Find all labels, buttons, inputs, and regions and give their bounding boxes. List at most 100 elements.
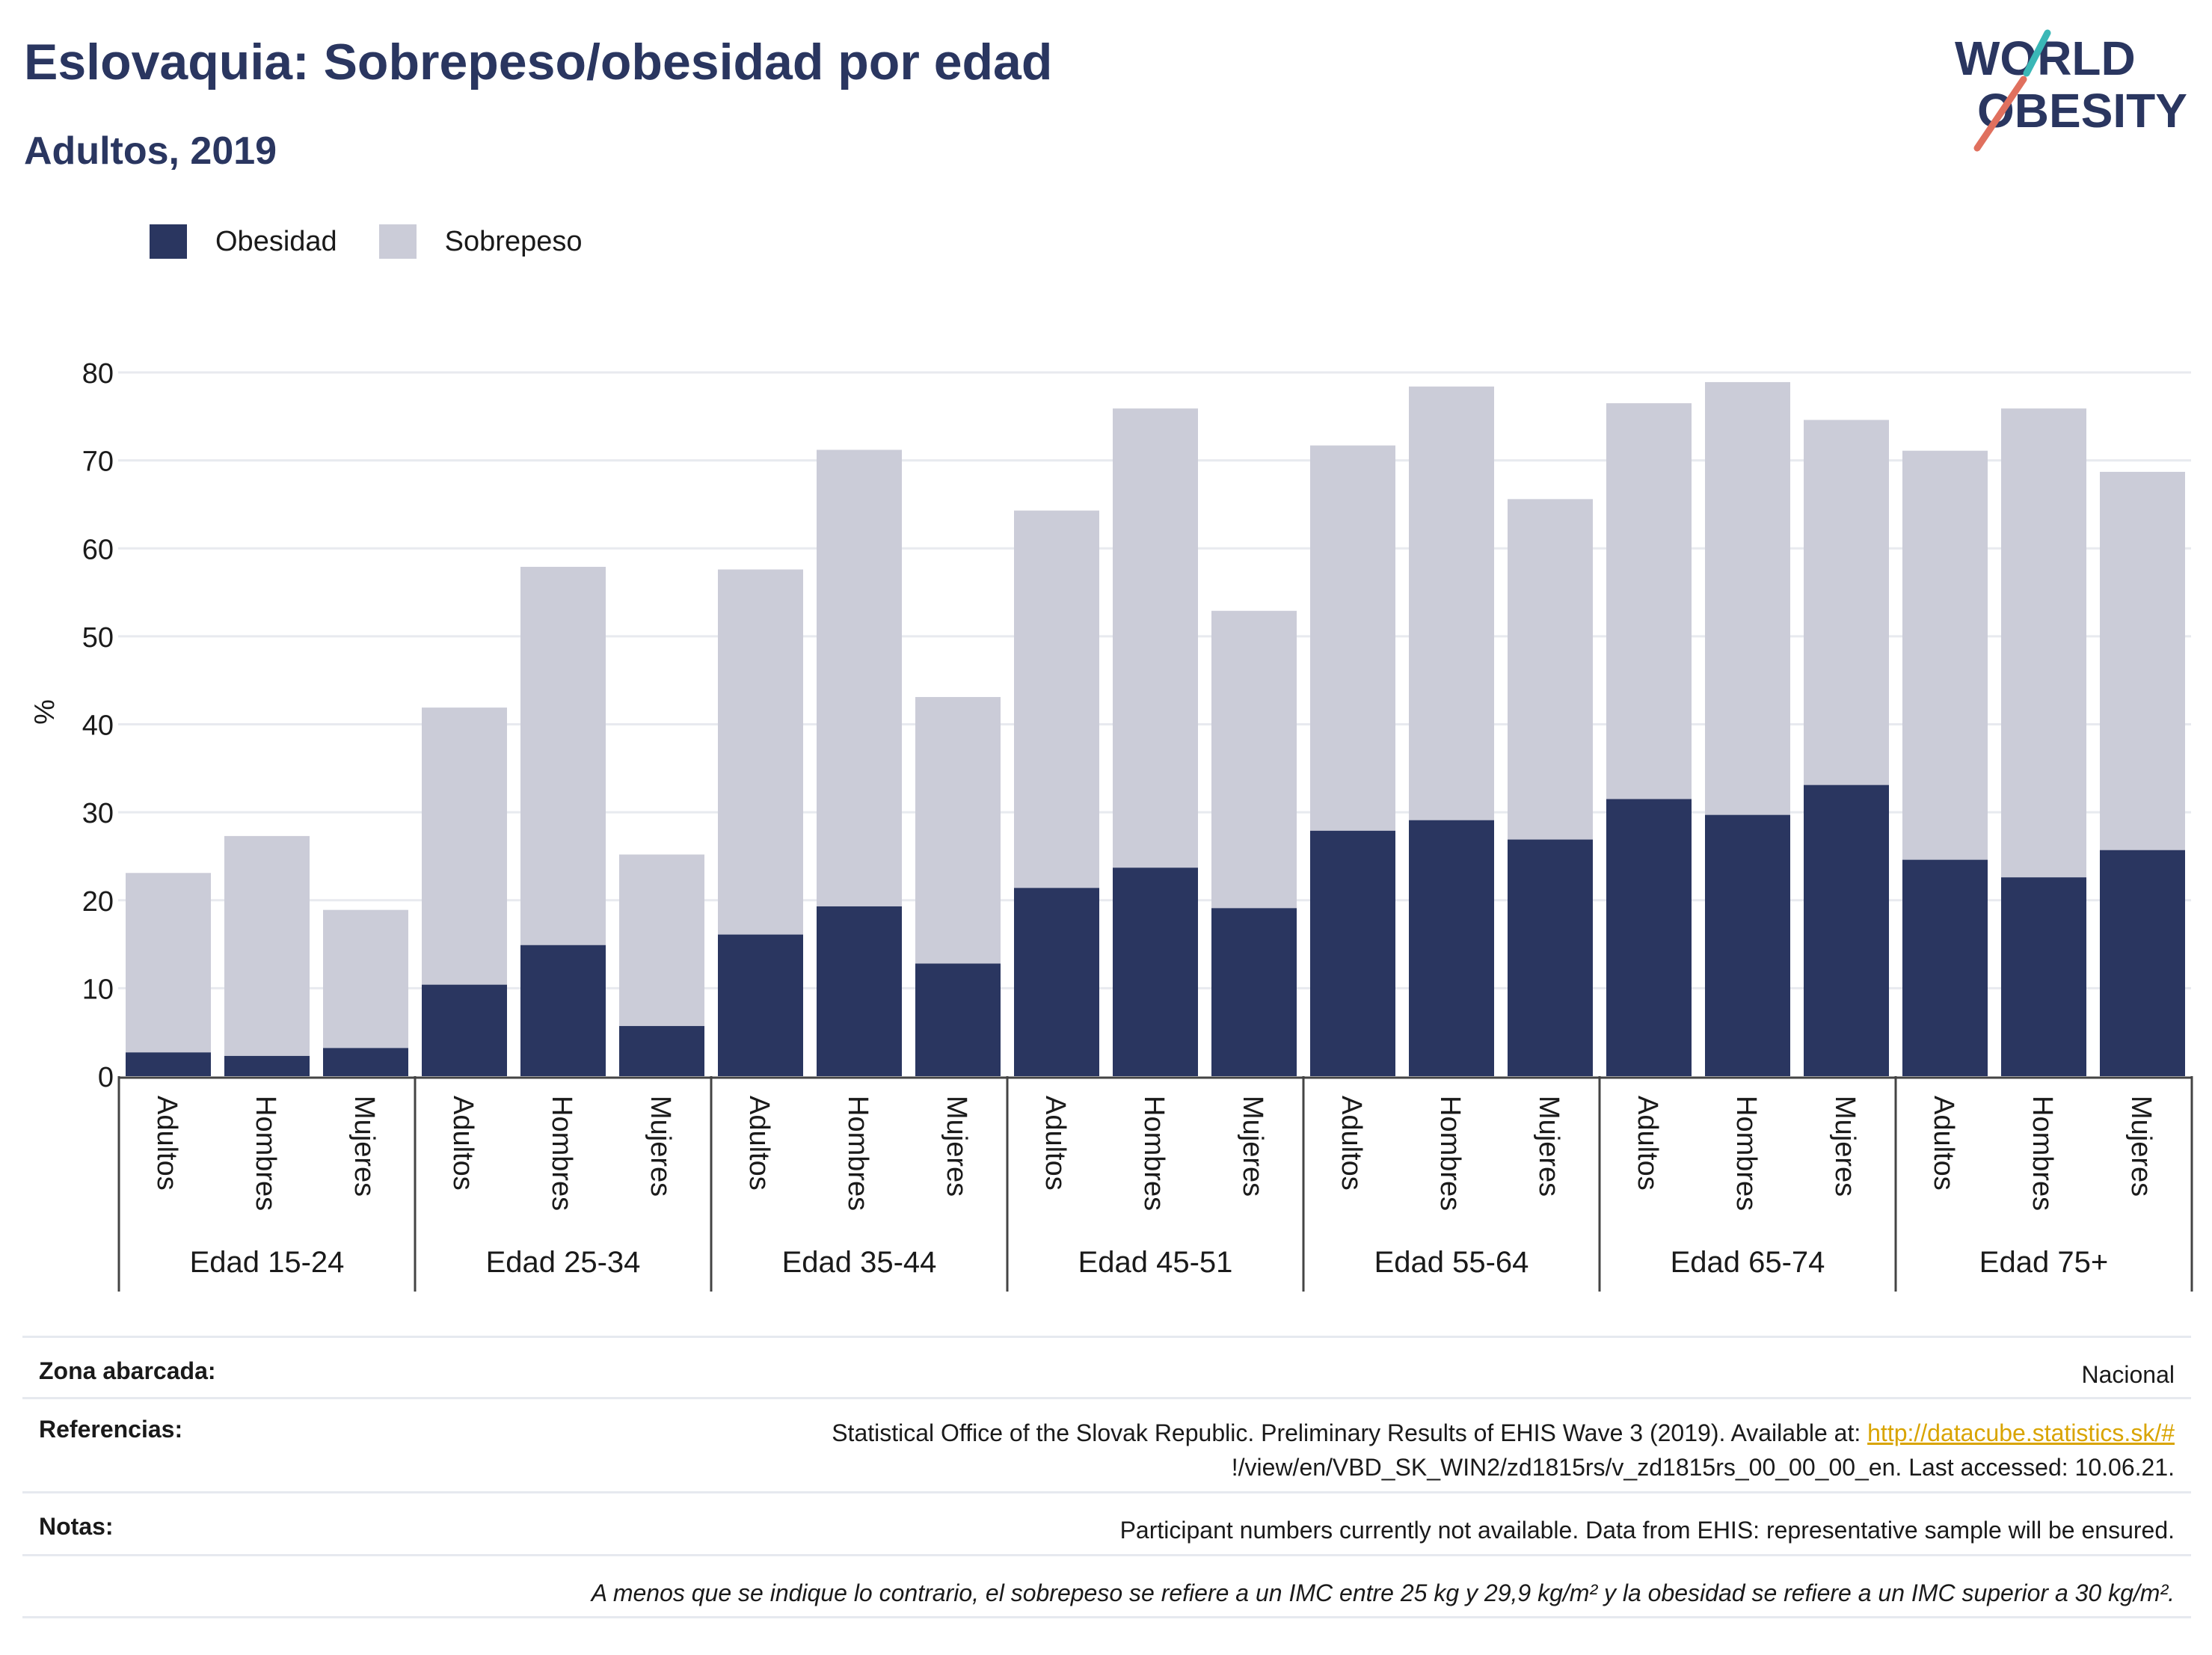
logo-text-obesity: OBESITY [1977, 84, 2187, 138]
x-subcategory-label: Hombres [2027, 1096, 2058, 1211]
axes: 0 10 20 30 40 50 60 70 80 Adultos Hombres Mujeres Ad… [82, 358, 2193, 1292]
bar-sobrepeso [619, 854, 704, 1026]
x-subcategory-label: Mujeres [1533, 1096, 1564, 1197]
legend-label-obesidad: Obesidad [215, 225, 337, 257]
disclaimer-text: A menos que se indique lo contrario, el … [591, 1579, 2175, 1606]
legend-label-sobrepeso: Sobrepeso [444, 225, 583, 257]
x-subcategory-label: Mujeres [348, 1096, 380, 1197]
bar-sobrepeso [224, 835, 310, 1056]
bar-sobrepeso [1211, 610, 1297, 909]
x-subcategory-label: Adultos [1336, 1096, 1367, 1191]
info-table: Zona abarcada: Nacional Referencias: Sta… [22, 1336, 2191, 1618]
zona-label: Zona abarcada: [39, 1357, 216, 1384]
y-tick-label: 50 [82, 622, 114, 654]
y-tick-label: 40 [82, 710, 114, 742]
y-tick-label: 60 [82, 534, 114, 565]
chart-legend: Obesidad Sobrepeso [150, 223, 624, 260]
chart-title: Eslovaquia: Sobrepeso/obesidad por edad [24, 34, 1053, 90]
x-group-label: Edad 35-44 [782, 1246, 937, 1279]
y-axis-label: % [29, 699, 61, 725]
bar-sobrepeso [1804, 420, 1889, 785]
world-obesity-logo: WORLD OBESITY [1955, 29, 2187, 152]
bar-obesidad [2100, 850, 2185, 1076]
bar-obesidad [915, 963, 1001, 1076]
referencias-link[interactable]: http://datacube.statistics.sk/# [1867, 1419, 2175, 1446]
stacked-bar-chart: 0 10 20 30 40 50 60 70 80 Adultos Hombres Mujeres Ad… [29, 358, 2193, 1292]
notas-value: Participant numbers currently not availa… [1119, 1517, 2175, 1544]
x-subcategory-label: Adultos [1039, 1096, 1071, 1191]
y-tick-label: 80 [82, 358, 114, 390]
bar-obesidad [1705, 814, 1790, 1076]
y-tick-label: 30 [82, 798, 114, 829]
bar-sobrepeso [1508, 499, 1593, 840]
y-tick-label: 20 [82, 886, 114, 918]
legend-swatch-sobrepeso [378, 224, 417, 259]
referencias-text-cont: !/view/en/VBD_SK_WIN2/zd1815rs/v_zd1815r… [1231, 1454, 2175, 1481]
x-subcategory-label: Hombres [1730, 1096, 1762, 1211]
bar-obesidad [1804, 784, 1889, 1076]
x-subcategory-label: Mujeres [1237, 1096, 1268, 1197]
bar-obesidad [323, 1048, 408, 1076]
x-subcategory-label: Adultos [743, 1096, 775, 1191]
x-subcategory-label: Hombres [842, 1096, 873, 1211]
x-subcategory-label: Hombres [1138, 1096, 1170, 1211]
x-group-label: Edad 15-24 [190, 1246, 345, 1279]
zona-value: Nacional [2081, 1361, 2175, 1388]
bar-obesidad [1014, 888, 1099, 1076]
info-row-disclaimer: A menos que se indique lo contrario, el … [22, 1554, 2191, 1618]
bar-sobrepeso [323, 909, 408, 1048]
x-subcategory-label: Hombres [250, 1096, 281, 1211]
bar-sobrepeso [126, 873, 211, 1053]
bar-obesidad [619, 1025, 704, 1076]
referencias-label: Referencias: [39, 1416, 183, 1443]
x-subcategory-label: Adultos [447, 1096, 479, 1191]
x-subcategory-label: Hombres [1434, 1096, 1466, 1211]
bar-sobrepeso [1014, 510, 1099, 888]
notas-label: Notas: [39, 1513, 114, 1540]
referencias-value: Statistical Office of the Slovak Republi… [832, 1416, 2175, 1491]
bar-obesidad [1606, 799, 1692, 1076]
bar-obesidad [422, 984, 507, 1076]
bar-obesidad [2001, 877, 2086, 1076]
bar-obesidad [520, 945, 606, 1076]
bar-sobrepeso [1113, 408, 1198, 868]
bar-sobrepeso [422, 707, 507, 985]
bar-sobrepeso [718, 569, 803, 935]
bar-obesidad [1211, 908, 1297, 1076]
bar-sobrepeso [1606, 403, 1692, 799]
bars [126, 381, 2185, 1076]
bar-sobrepeso [1705, 381, 1790, 815]
bar-obesidad [1310, 830, 1395, 1076]
chart-subtitle: Adultos, 2019 [24, 129, 277, 173]
x-subcategory-label: Adultos [151, 1096, 182, 1191]
x-subcategory-label: Mujeres [645, 1096, 676, 1197]
y-tick-label: 70 [82, 446, 114, 478]
legend-item-obesidad: Obesidad [150, 224, 337, 259]
x-group-label: Edad 55-64 [1374, 1246, 1529, 1279]
bar-sobrepeso [520, 566, 606, 945]
x-group-label: Edad 75+ [1979, 1246, 2108, 1279]
legend-swatch-obesidad [150, 224, 187, 259]
bar-obesidad [817, 906, 902, 1076]
x-subcategory-label: Mujeres [1829, 1096, 1861, 1197]
bar-obesidad [1113, 868, 1198, 1076]
x-subcategory-label: Mujeres [941, 1096, 972, 1197]
bar-sobrepeso [2001, 408, 2086, 878]
legend-item-sobrepeso: Sobrepeso [378, 224, 583, 259]
bar-obesidad [718, 934, 803, 1076]
x-group-label: Edad 25-34 [486, 1246, 641, 1279]
x-subcategory-label: Adultos [1928, 1096, 1959, 1191]
info-row-notas: Notas: Participant numbers currently not… [22, 1491, 2191, 1554]
bar-obesidad [224, 1055, 310, 1076]
y-tick-label: 0 [98, 1062, 114, 1093]
x-group-label: Edad 65-74 [1671, 1246, 1825, 1279]
bar-sobrepeso [915, 697, 1001, 964]
bar-sobrepeso [817, 449, 902, 906]
bar-sobrepeso [1902, 450, 1988, 860]
x-subcategory-label: Hombres [546, 1096, 577, 1211]
logo-slash-coral [1973, 76, 2027, 152]
x-subcategory-label: Mujeres [2125, 1096, 2157, 1197]
info-row-referencias: Referencias: Statistical Office of the S… [22, 1397, 2191, 1491]
bar-obesidad [1409, 820, 1494, 1076]
info-row-zona: Zona abarcada: Nacional [22, 1336, 2191, 1397]
